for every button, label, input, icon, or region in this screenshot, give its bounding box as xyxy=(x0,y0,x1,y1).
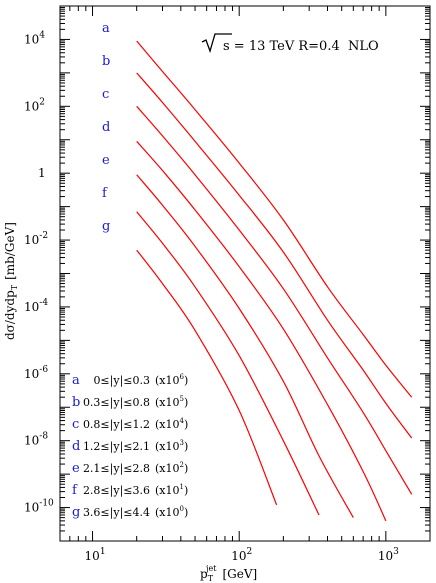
series-letter-f: f xyxy=(102,186,108,201)
legend: a 0≤|y|≤0.3 (x106) b 0.3≤|y|≤0.8 (x105) c 0.8≤|… xyxy=(72,373,188,520)
series-letter-c: c xyxy=(102,87,109,102)
series-letters: a b c d e f g xyxy=(102,21,110,234)
svg-text:pTjet[GeV]: pTjet [GeV] xyxy=(200,564,257,583)
legend-range: 1.2≤|y|≤2.1 xyxy=(83,440,150,454)
y-tick-labels: 10-10 10-8 10-6 10-4 10-2 1 102 104 xyxy=(24,30,54,514)
y-major-ticks xyxy=(60,5,430,542)
x-label-sup: jet xyxy=(205,564,217,573)
y-tick-label: 10-6 xyxy=(24,365,48,381)
legend-letter: g xyxy=(72,505,80,520)
legend-entry-e: e 2.1≤|y|≤2.8 (x102) xyxy=(72,461,188,476)
x-label-unit: [GeV] xyxy=(222,567,257,581)
legend-scale: (x102) xyxy=(155,461,188,475)
x-tick-label: 101 xyxy=(85,547,106,563)
y-tick-label: 10-4 xyxy=(24,298,48,314)
x-label-main: p xyxy=(200,567,208,581)
y-tick-label: 10-2 xyxy=(24,231,48,247)
y-tick-label: 102 xyxy=(24,97,45,113)
y-minor-ticks xyxy=(60,7,430,532)
legend-scale: (x100) xyxy=(155,505,188,519)
svg-text:dσ/dydpT[mb/GeV]: dσ/dydpT [mb/GeV] xyxy=(3,222,19,340)
series-letter-a: a xyxy=(102,21,110,36)
x-tick-label: 102 xyxy=(231,547,252,563)
x-label-sub: T xyxy=(208,574,214,583)
legend-scale: (x101) xyxy=(155,483,188,497)
series-letter-e: e xyxy=(102,153,110,168)
series-curves xyxy=(136,40,413,522)
legend-range: 2.8≤|y|≤3.6 xyxy=(83,484,150,498)
legend-letter: f xyxy=(72,483,78,498)
legend-range: 2.1≤|y|≤2.8 xyxy=(83,462,150,476)
legend-scale: (x105) xyxy=(155,395,188,409)
y-tick-label: 104 xyxy=(24,30,45,46)
x-minor-ticks xyxy=(59,6,431,541)
series-line-c xyxy=(136,105,413,495)
legend-entry-f: f 2.8≤|y|≤3.6 (x101) xyxy=(72,483,188,498)
series-line-b xyxy=(136,72,413,439)
series-line-d xyxy=(136,140,387,522)
legend-letter: c xyxy=(72,417,79,432)
legend-entry-g: g 3.6≤|y|≤4.4 (x100) xyxy=(72,505,188,520)
y-label-unit: [mb/GeV] xyxy=(3,222,17,280)
legend-range: 3.6≤|y|≤4.4 xyxy=(83,506,150,520)
legend-letter: e xyxy=(72,461,80,476)
legend-entry-b: b 0.3≤|y|≤0.8 (x105) xyxy=(72,395,188,410)
x-tick-label: 103 xyxy=(378,547,399,563)
series-line-e xyxy=(136,174,354,518)
series-line-a xyxy=(136,40,413,398)
legend-entry-d: d 1.2≤|y|≤2.1 (x103) xyxy=(72,439,188,454)
sqrt-icon xyxy=(201,33,232,54)
y-axis-label: dσ/dydpT [mb/GeV] xyxy=(3,222,19,340)
series-letter-g: g xyxy=(102,219,110,234)
legend-letter: b xyxy=(72,395,80,410)
legend-scale: (x104) xyxy=(155,417,188,431)
series-letter-d: d xyxy=(102,120,110,135)
x-axis-label: pTjet [GeV] xyxy=(200,564,257,583)
legend-range: 0.3≤|y|≤0.8 xyxy=(83,396,150,410)
title-text: s = 13 TeV R=0.4 NLO xyxy=(223,39,379,54)
chart-title: s = 13 TeV R=0.4 NLO xyxy=(201,33,379,54)
y-tick-label: 10-10 xyxy=(24,499,54,515)
legend-scale: (x106) xyxy=(155,373,188,387)
y-tick-label: 10-8 xyxy=(24,432,48,448)
y-label-main: dσ/dydp xyxy=(3,290,17,340)
x-tick-labels: 101 102 103 xyxy=(85,547,400,563)
legend-scale: (x103) xyxy=(155,439,188,453)
legend-letter: a xyxy=(72,373,80,388)
y-tick-label: 1 xyxy=(38,166,46,180)
legend-entry-a: a 0≤|y|≤0.3 (x106) xyxy=(72,373,188,388)
legend-letter: d xyxy=(72,439,80,454)
series-line-g xyxy=(136,249,278,506)
y-label-sub: T xyxy=(10,284,19,290)
x-major-ticks xyxy=(92,6,387,541)
series-letter-b: b xyxy=(102,54,110,69)
series-line-f xyxy=(136,211,320,516)
legend-entry-c: c 0.8≤|y|≤1.2 (x104) xyxy=(72,417,188,432)
legend-range: 0.8≤|y|≤1.2 xyxy=(83,418,150,432)
legend-range: 0≤|y|≤0.3 xyxy=(93,374,150,388)
